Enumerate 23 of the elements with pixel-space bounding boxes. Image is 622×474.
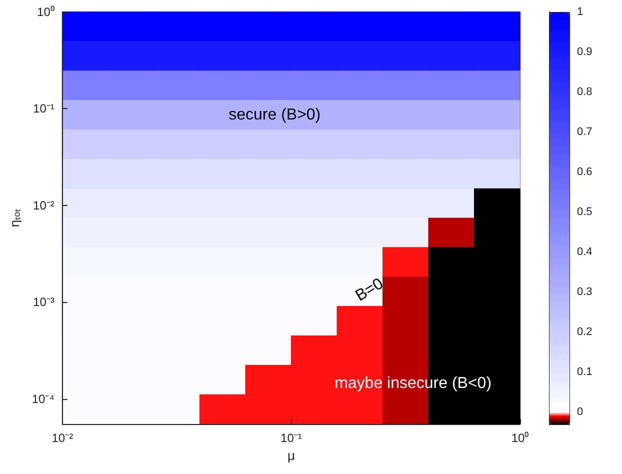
color-bar-label: 0.6 [577, 166, 592, 178]
color-bar-label: 0.1 [577, 366, 592, 378]
x-tick-label: 10⁻² [52, 431, 74, 445]
x-axis-title: μ [287, 448, 295, 463]
color-bar-label: 0.3 [577, 286, 592, 298]
y-tick-label: 10⁻¹ [33, 102, 54, 116]
color-bar-label: 0.7 [577, 126, 592, 138]
annotation: B=0 [352, 275, 386, 305]
color-bar-label: 0 [577, 406, 584, 418]
y-axis-title: ηₜₒₜ [7, 208, 22, 228]
x-tick-label: 10⁰ [511, 431, 529, 445]
annotation: secure (B>0) [228, 106, 321, 124]
color-bar-label: 0.4 [577, 246, 592, 258]
color-bar-label: 0.9 [577, 46, 592, 58]
y-tick-label: 10⁻² [33, 198, 54, 212]
color-bar-label: 1 [577, 6, 584, 18]
y-tick-label: 10⁻⁴ [32, 392, 54, 406]
x-tick-label: 10⁻¹ [280, 431, 302, 445]
color-bar-label: 0.2 [577, 326, 592, 338]
color-bar-label: 0.8 [577, 86, 592, 98]
y-tick-label: 10⁰ [37, 5, 54, 19]
y-tick-label: 10⁻³ [33, 295, 54, 310]
color-bar-label: 0.5 [577, 206, 592, 218]
